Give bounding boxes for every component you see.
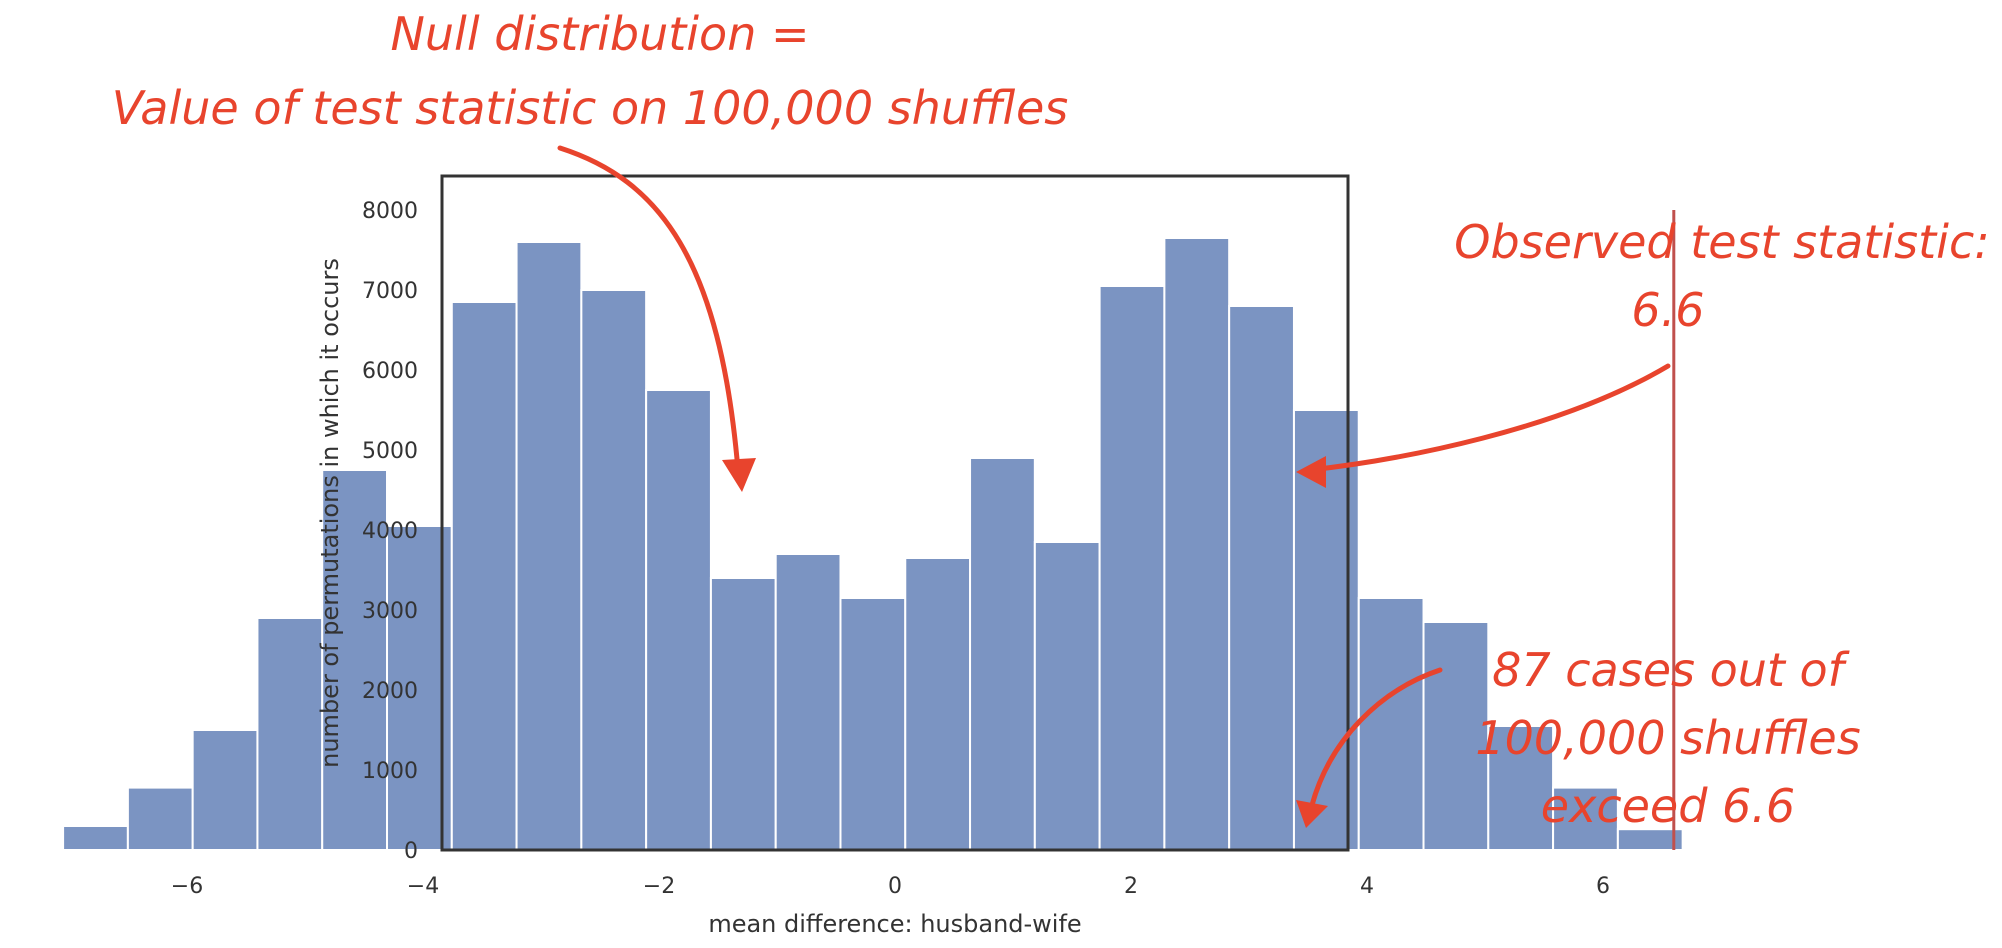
histogram-bar bbox=[126, 786, 194, 851]
y-tick-label: 3000 bbox=[362, 599, 418, 624]
annotation-observed-value: 6.6 bbox=[1631, 283, 1704, 337]
y-tick-label: 5000 bbox=[362, 439, 418, 464]
histogram-bar bbox=[774, 553, 842, 851]
x-tick-label: −4 bbox=[407, 874, 439, 899]
x-tick-label: 2 bbox=[1124, 874, 1138, 899]
histogram-bar bbox=[969, 457, 1036, 851]
y-tick-label: 4000 bbox=[362, 519, 418, 544]
y-tick-label: 6000 bbox=[362, 359, 418, 384]
annotation-null-arrowhead bbox=[722, 458, 756, 492]
annotation-tail-line3: exceed 6.6 bbox=[1541, 779, 1795, 833]
x-tick-label: 0 bbox=[888, 874, 902, 899]
histogram-bars bbox=[62, 237, 1684, 852]
histogram-bar bbox=[321, 469, 389, 851]
x-tick-label: −2 bbox=[643, 874, 675, 899]
y-axis-label: number of permutations in which it occur… bbox=[316, 258, 344, 768]
y-axis-ticks: 0 1000 2000 3000 4000 5000 6000 7000 8000 bbox=[362, 199, 418, 864]
histogram-bar bbox=[645, 389, 712, 851]
y-tick-label: 1000 bbox=[362, 759, 418, 784]
x-tick-label: −6 bbox=[171, 874, 203, 899]
x-tick-label: 6 bbox=[1596, 874, 1610, 899]
y-tick-label: 0 bbox=[404, 839, 418, 864]
histogram-bar bbox=[450, 301, 518, 851]
histogram-bar bbox=[1487, 725, 1555, 851]
annotation-tail-line2: 100,000 shuffles bbox=[1475, 711, 1860, 765]
annotation-null-title: Null distribution = bbox=[390, 7, 809, 61]
annotation-tail-arrowhead bbox=[1296, 800, 1328, 828]
y-tick-label: 8000 bbox=[362, 199, 418, 224]
y-tick-label: 2000 bbox=[362, 679, 418, 704]
histogram-bar bbox=[839, 597, 907, 851]
annotation-observed-arrow bbox=[1307, 363, 1671, 473]
annotation-observed-arrowhead bbox=[1296, 456, 1326, 488]
histogram-bar bbox=[904, 557, 972, 851]
annotation-observed-title: Observed test statistic: bbox=[1454, 215, 1989, 269]
histogram-bar bbox=[515, 241, 583, 851]
histogram-bar bbox=[580, 289, 648, 851]
annotation-null-desc: Value of test statistic on 100,000 shuff… bbox=[112, 81, 1068, 135]
plot-frame bbox=[440, 174, 1350, 852]
histogram-bar bbox=[256, 617, 324, 851]
annotation-tail-line1: 87 cases out of bbox=[1492, 643, 1850, 697]
histogram-bar bbox=[709, 577, 777, 851]
histogram-bar bbox=[1357, 597, 1425, 851]
histogram-bar bbox=[62, 825, 129, 851]
histogram-bar bbox=[1098, 285, 1166, 851]
annotation-tail-arrow bbox=[1309, 667, 1443, 808]
histogram-bar bbox=[1228, 305, 1295, 851]
histogram-bar bbox=[1616, 828, 1684, 852]
histogram-bar bbox=[1552, 786, 1619, 851]
histogram-bar bbox=[1163, 237, 1231, 851]
x-axis-ticks: −6 −4 −2 0 2 4 6 bbox=[171, 874, 1610, 899]
histogram-bar bbox=[191, 729, 259, 851]
annotation-null-arrow bbox=[557, 145, 741, 473]
x-axis-label: mean difference: husband-wife bbox=[708, 910, 1081, 938]
y-tick-label: 7000 bbox=[362, 279, 418, 304]
x-tick-label: 4 bbox=[1360, 874, 1374, 899]
histogram-bar bbox=[1033, 541, 1101, 851]
